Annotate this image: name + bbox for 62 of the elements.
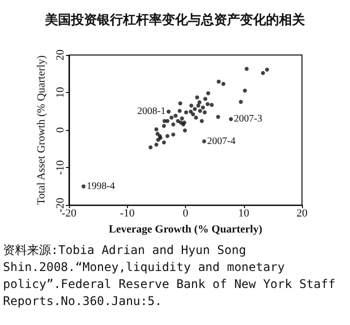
point (166, 110, 171, 114)
point (200, 106, 205, 110)
point (216, 114, 220, 119)
annotation: 2007-4 (207, 136, 236, 147)
x-tick-label: 20 (296, 208, 308, 220)
point (82, 184, 86, 188)
x-tick-label: 0 (182, 208, 189, 220)
point (178, 108, 182, 113)
point (203, 96, 208, 101)
point (165, 119, 170, 124)
text: 资料来源:Tobia Adrian and Hyun Song Shin.2008.“Money,liquidity and monetary policy”.Federal Reserve Bank of New York Staff Reports.No.360.Janu:5. (2, 242, 336, 310)
point (197, 100, 202, 104)
point (148, 145, 153, 150)
point (162, 124, 166, 128)
point (194, 116, 198, 120)
point (192, 107, 197, 112)
point (174, 114, 178, 118)
point (191, 112, 196, 116)
point (216, 80, 221, 84)
point (200, 119, 204, 124)
y-axis-title: Total Asset Growth (% Quarterly) (36, 54, 48, 205)
point (178, 101, 182, 106)
point (202, 110, 207, 114)
annotation: 1998-4 (86, 180, 115, 192)
point (242, 88, 247, 93)
point (202, 139, 206, 144)
point (182, 128, 187, 132)
point (184, 110, 188, 114)
point (238, 100, 243, 104)
point (206, 91, 210, 96)
point (210, 102, 214, 107)
y-tick-label: 0 (54, 126, 66, 133)
point (170, 116, 174, 120)
point (162, 140, 166, 144)
point (165, 134, 170, 138)
point (196, 104, 200, 108)
point (171, 132, 176, 137)
point (154, 127, 158, 132)
x-tick-label: 10 (238, 208, 250, 220)
point (206, 102, 210, 106)
point (221, 82, 226, 86)
point (154, 142, 158, 147)
chart-title: 美国投资银行杠杆率变化与总资产变化的相关 (44, 12, 306, 27)
point (260, 71, 265, 76)
point (195, 95, 200, 100)
x-tick-label: -10 (120, 208, 136, 220)
point (180, 116, 184, 120)
x-axis-title: Leverage Growth (% Quarterly) (108, 224, 263, 236)
point (198, 108, 202, 113)
point (265, 68, 270, 72)
point (228, 117, 233, 122)
annotation: 2007-3 (234, 114, 262, 125)
y-tick-label: -10 (54, 160, 66, 175)
point (189, 104, 194, 108)
point (244, 66, 249, 71)
annotation: 2008-1 (137, 106, 166, 118)
point (176, 119, 180, 124)
point (156, 132, 160, 136)
y-tick-label: 10 (54, 86, 66, 98)
point (171, 122, 176, 126)
y-tick-label: 20 (54, 49, 66, 60)
point (188, 110, 193, 114)
